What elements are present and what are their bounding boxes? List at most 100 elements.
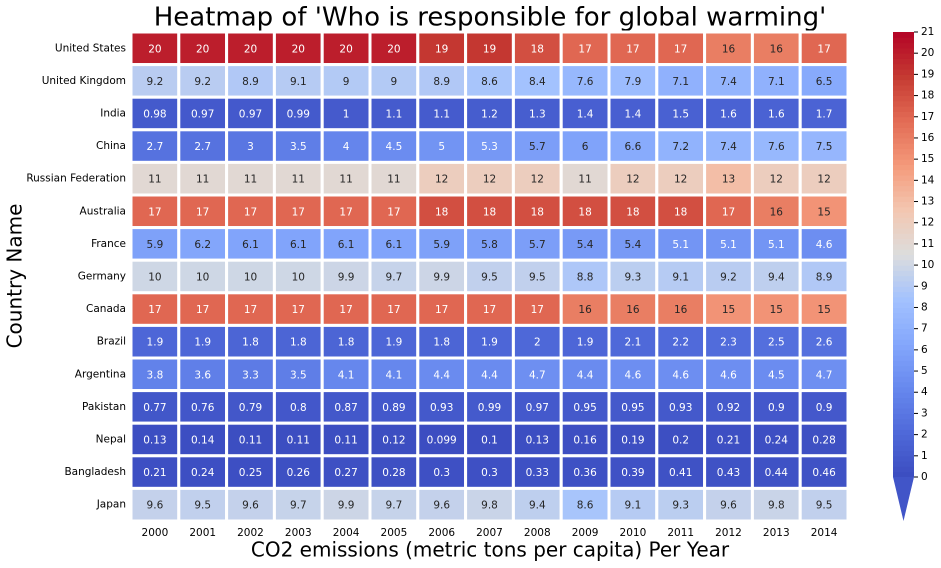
cell-label: 6.5 (816, 76, 833, 88)
cell-label: 1.8 (290, 337, 307, 349)
cell-label: 1.3 (529, 109, 546, 121)
cell-label: 17 (817, 43, 830, 55)
cell-label: 1.8 (338, 337, 355, 349)
colorbar-segment (893, 127, 914, 134)
cell-label: 0.2 (672, 435, 689, 447)
cell-label: 4.6 (720, 369, 737, 381)
cell-label: 16 (626, 304, 640, 316)
x-tick-label: 2010 (620, 527, 647, 539)
cell-label: 0.76 (191, 402, 215, 414)
heatmap-cell (368, 95, 420, 132)
heatmap-cell (798, 454, 850, 490)
heatmap-cell (368, 160, 420, 197)
cell-label: 0.24 (765, 435, 789, 447)
y-tick-label: United States (55, 42, 126, 54)
cell-label: 7.5 (816, 141, 833, 153)
cell-label: 0.9 (816, 402, 833, 414)
cell-label: 17 (292, 206, 305, 218)
cell-label: 9.8 (768, 500, 785, 512)
cell-label: 9.1 (290, 76, 307, 88)
cell-label: 0.95 (621, 402, 644, 414)
heatmap-cell (798, 421, 850, 458)
colorbar-tick-label: 11 (921, 238, 934, 250)
colorbar-segment (893, 466, 914, 473)
colorbar-tick-label: 18 (921, 90, 934, 102)
heatmap-cell (416, 421, 468, 458)
colorbar-segment (893, 265, 914, 271)
cell-label: 12 (674, 174, 687, 186)
cell-label: 20 (292, 43, 305, 55)
y-tick-label: Brazil (97, 336, 126, 348)
colorbar-segment (893, 392, 914, 399)
x-tick-label: 2011 (667, 527, 694, 539)
cell-label: 4.6 (816, 239, 833, 251)
cell-label: 1.9 (194, 337, 211, 349)
colorbar-tick-label: 1 (921, 450, 928, 462)
cell-label: 16 (674, 304, 688, 316)
colorbar-segment (893, 413, 914, 420)
cell-label: 5.1 (672, 239, 689, 251)
x-tick-label: 2008 (524, 527, 551, 539)
cell-label: 0.39 (621, 467, 644, 479)
cell-label: 6.6 (625, 141, 642, 153)
colorbar-segment (893, 201, 914, 208)
colorbar-segment (893, 169, 914, 176)
colorbar-tick-label: 20 (921, 47, 934, 59)
cell-label: 10 (196, 272, 209, 284)
colorbar-segment (893, 206, 914, 213)
colorbar-segment (893, 254, 914, 261)
cell-label: 0.36 (573, 467, 597, 479)
cell-label: 19 (483, 43, 496, 55)
cell-label: 15 (817, 206, 830, 218)
cell-label: 0.92 (717, 402, 740, 414)
colorbar-segment (893, 434, 914, 441)
heatmap-cell (750, 323, 802, 360)
cell-label: 9.4 (529, 500, 546, 512)
cell-label: 11 (292, 174, 305, 186)
cell-label: 0.89 (382, 402, 405, 414)
cell-label: 0.27 (334, 467, 357, 479)
y-tick-label: Germany (78, 271, 126, 283)
cell-label: 0.41 (669, 467, 692, 479)
colorbar-segment (893, 270, 914, 277)
colorbar-segment (893, 137, 914, 144)
cell-label: 18 (531, 206, 544, 218)
cell-label: 5.9 (433, 239, 450, 251)
cell-label: 9.6 (242, 500, 259, 512)
cell-label: 0.46 (812, 467, 836, 479)
cell-label: 1.4 (625, 109, 642, 121)
heatmap-cell (416, 486, 468, 523)
heatmap-cell (129, 291, 181, 327)
cell-label: 17 (387, 304, 400, 316)
heatmap-cell (703, 454, 754, 490)
cell-label: 12 (483, 174, 496, 186)
colorbar-segment (893, 37, 914, 44)
cell-label: 0.16 (573, 435, 597, 447)
heatmap-cell (750, 421, 802, 458)
colorbar-segment (893, 461, 914, 467)
colorbar-tick-label: 4 (921, 386, 928, 398)
colorbar-tick-label: 6 (921, 344, 928, 356)
heatmap-cell (272, 193, 324, 230)
cell-label: 17 (196, 304, 209, 316)
heatmap-cell (464, 486, 515, 523)
cell-label: 5.7 (529, 141, 546, 153)
colorbar-segment (893, 344, 914, 351)
cell-label: 9.7 (386, 272, 403, 284)
colorbar-segment (893, 302, 914, 308)
colorbar-segment (893, 312, 914, 319)
cell-label: 0.13 (526, 435, 549, 447)
cell-label: 17 (531, 304, 544, 316)
cell-label: 5.8 (481, 239, 498, 251)
cell-label: 8.9 (433, 76, 450, 88)
x-tick-label: 2005 (381, 527, 408, 539)
x-tick-label: 2007 (476, 527, 503, 539)
cell-label: 1.6 (768, 109, 785, 121)
y-tick-label: Nepal (96, 434, 126, 446)
colorbar-segment (893, 450, 914, 457)
colorbar-segment (893, 323, 914, 330)
heatmap-cell (368, 193, 420, 230)
cell-label: 9.6 (433, 500, 450, 512)
cell-label: 20 (387, 43, 400, 55)
colorbar-segment (893, 249, 914, 255)
